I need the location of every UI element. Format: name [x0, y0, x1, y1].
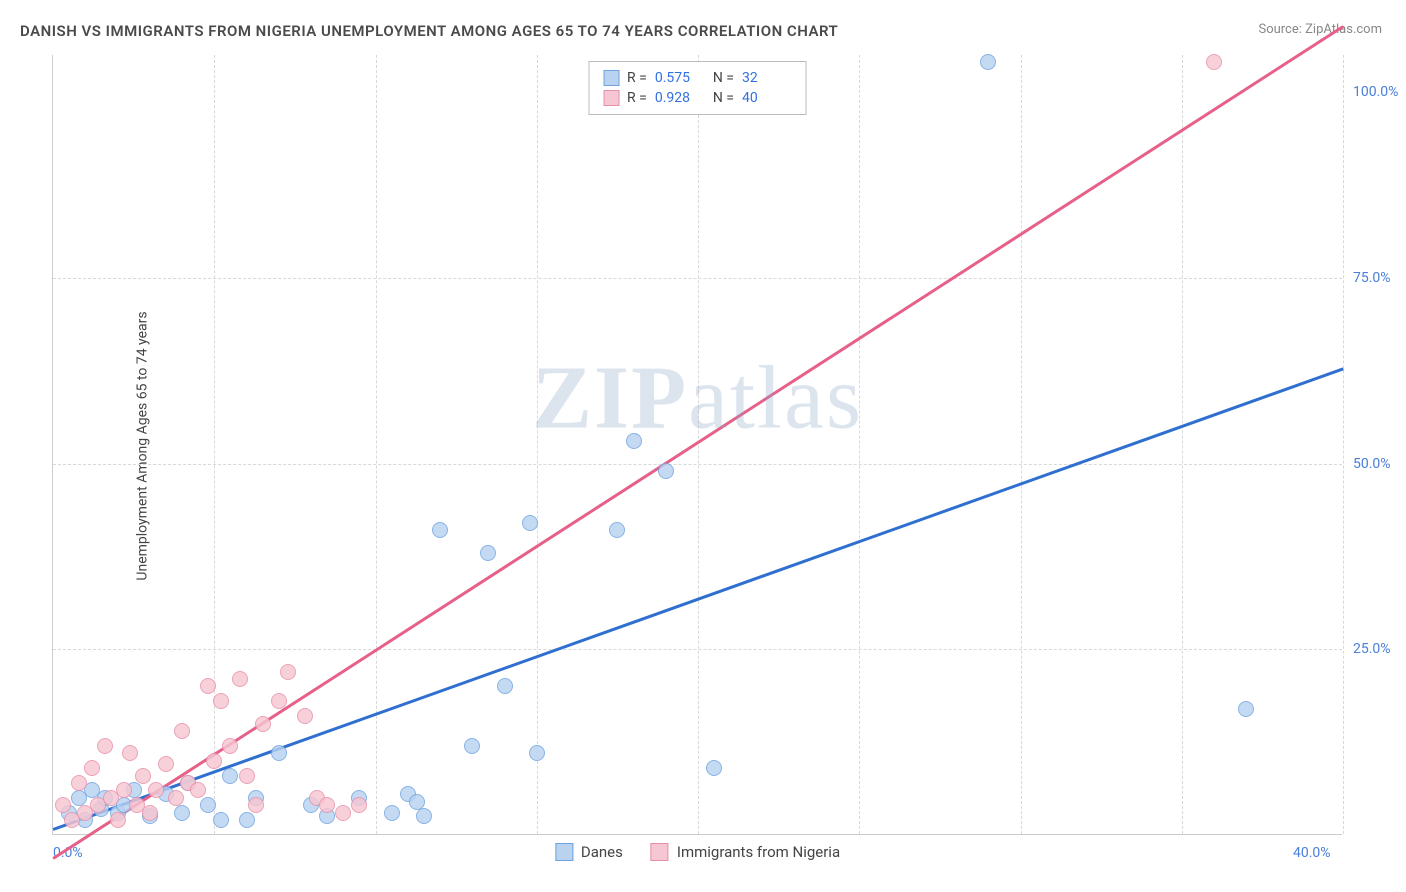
n-label: N =: [713, 90, 734, 106]
r-label: R =: [627, 70, 647, 86]
y-tick-label: 75.0%: [1353, 270, 1391, 286]
data-point: [135, 768, 151, 784]
data-point: [190, 782, 206, 798]
data-point: [213, 812, 229, 828]
data-point: [213, 693, 229, 709]
legend-row: R = 0.575 N = 32: [603, 68, 792, 88]
data-point: [271, 745, 287, 761]
data-point: [239, 812, 255, 828]
data-point: [255, 716, 271, 732]
gridline-vertical: [1021, 55, 1022, 834]
legend-item: Immigrants from Nigeria: [651, 843, 840, 861]
y-tick-label: 100.0%: [1353, 84, 1398, 100]
data-point: [1206, 54, 1222, 70]
data-point: [464, 738, 480, 754]
data-point: [480, 545, 496, 561]
correlation-legend: R = 0.575 N = 32 R = 0.928 N = 40: [588, 61, 807, 115]
data-point: [522, 515, 538, 531]
n-label: N =: [713, 70, 734, 86]
r-value: 0.928: [655, 90, 705, 106]
data-point: [122, 745, 138, 761]
r-value: 0.575: [655, 70, 705, 86]
legend-item: Danes: [555, 843, 623, 861]
data-point: [97, 738, 113, 754]
legend-label: Immigrants from Nigeria: [677, 843, 840, 861]
n-value: 40: [742, 90, 792, 106]
data-point: [609, 522, 625, 538]
y-tick-label: 25.0%: [1353, 641, 1391, 657]
legend-row: R = 0.928 N = 40: [603, 88, 792, 108]
data-point: [71, 775, 87, 791]
data-point: [200, 678, 216, 694]
legend-swatch: [651, 843, 669, 861]
data-point: [497, 678, 513, 694]
data-point: [271, 693, 287, 709]
data-point: [280, 664, 296, 680]
data-point: [658, 463, 674, 479]
data-point: [116, 782, 132, 798]
gridline-vertical: [1343, 55, 1344, 834]
data-point: [409, 794, 425, 810]
gridline-vertical: [214, 55, 215, 834]
data-point: [174, 723, 190, 739]
data-point: [110, 812, 126, 828]
data-point: [335, 805, 351, 821]
data-point: [84, 760, 100, 776]
data-point: [168, 790, 184, 806]
data-point: [174, 805, 190, 821]
data-point: [706, 760, 722, 776]
data-point: [248, 797, 264, 813]
data-point: [980, 54, 996, 70]
data-point: [148, 782, 164, 798]
data-point: [1238, 701, 1254, 717]
data-point: [432, 522, 448, 538]
chart-title: DANISH VS IMMIGRANTS FROM NIGERIA UNEMPL…: [20, 22, 838, 40]
data-point: [55, 797, 71, 813]
data-point: [158, 756, 174, 772]
data-point: [239, 768, 255, 784]
data-point: [319, 797, 335, 813]
data-point: [142, 805, 158, 821]
data-point: [206, 753, 222, 769]
data-point: [222, 768, 238, 784]
gridline-vertical: [698, 55, 699, 834]
data-point: [626, 433, 642, 449]
series-legend: Danes Immigrants from Nigeria: [555, 843, 840, 861]
y-tick-label: 50.0%: [1353, 456, 1391, 472]
source-attribution: Source: ZipAtlas.com: [1258, 22, 1382, 37]
gridline-vertical: [859, 55, 860, 834]
data-point: [200, 797, 216, 813]
gridline-vertical: [1182, 55, 1183, 834]
data-point: [222, 738, 238, 754]
gridline-vertical: [537, 55, 538, 834]
r-label: R =: [627, 90, 647, 106]
legend-label: Danes: [581, 843, 623, 861]
data-point: [416, 808, 432, 824]
data-point: [232, 671, 248, 687]
data-point: [384, 805, 400, 821]
legend-swatch: [555, 843, 573, 861]
gridline-vertical: [376, 55, 377, 834]
n-value: 32: [742, 70, 792, 86]
data-point: [529, 745, 545, 761]
legend-swatch: [603, 90, 619, 106]
legend-swatch: [603, 70, 619, 86]
data-point: [297, 708, 313, 724]
data-point: [351, 797, 367, 813]
x-tick-label: 40.0%: [1293, 845, 1331, 861]
plot-area: ZIPatlas R =0.575N =32R =0.928N =40 Dane…: [52, 55, 1342, 835]
